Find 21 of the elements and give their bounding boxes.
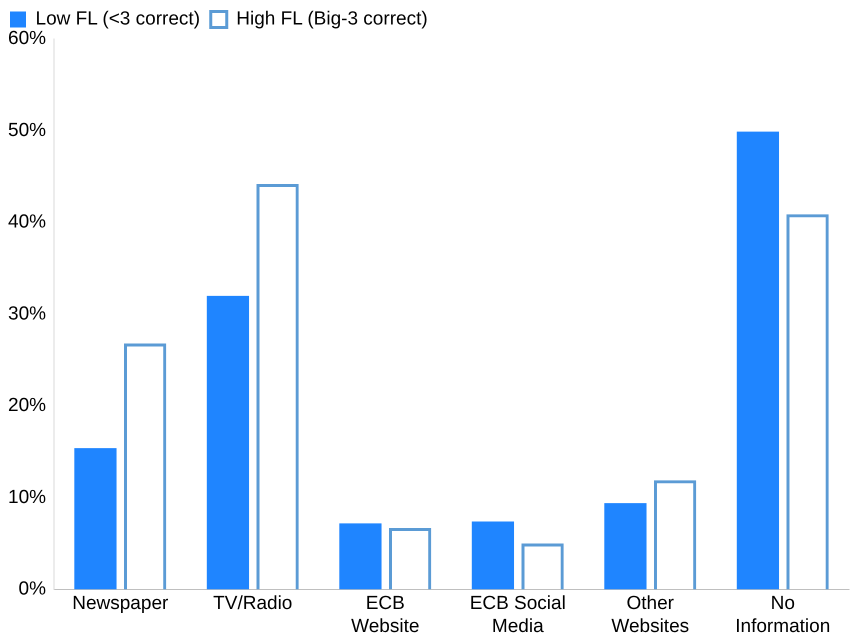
legend-label: High FL (Big-3 correct)	[236, 8, 428, 30]
bar	[472, 522, 514, 590]
legend-label: Low FL (<3 correct)	[36, 8, 200, 30]
bar	[736, 132, 780, 590]
y-tick-label: 30%	[8, 303, 46, 324]
x-tick-label: ECB Website	[351, 593, 420, 637]
x-tick-label: No Information	[735, 593, 830, 637]
bar	[604, 503, 647, 590]
x-tick-label: Other Websites	[611, 593, 690, 637]
bar	[339, 523, 382, 590]
x-tick-label: Newspaper	[72, 593, 169, 614]
y-tick-label: 10%	[8, 486, 46, 508]
y-tick-label: 0%	[18, 578, 46, 600]
bar	[74, 448, 117, 590]
y-tick-label: 50%	[8, 120, 46, 141]
bar	[206, 296, 250, 590]
x-tick-label: TV/Radio	[213, 593, 292, 614]
x-tick-label: ECB Social Media	[470, 593, 566, 637]
y-tick-label: 40%	[8, 212, 46, 233]
y-tick-label: 20%	[8, 395, 46, 416]
y-tick-label: 60%	[8, 28, 46, 50]
